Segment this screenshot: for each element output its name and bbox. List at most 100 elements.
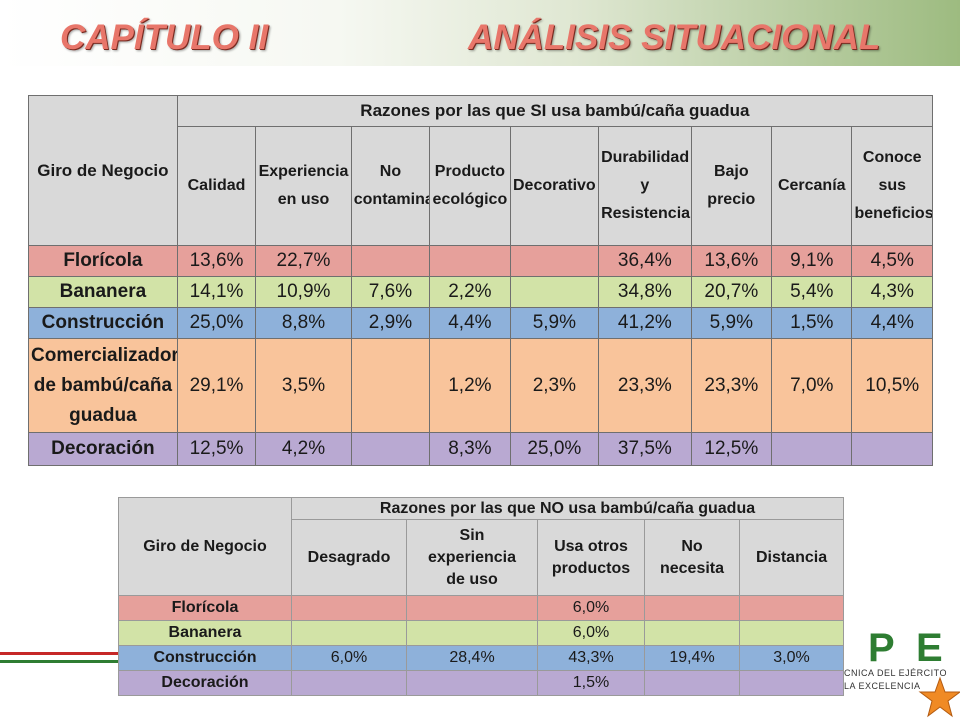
- table-cell: 25,0%: [509, 432, 600, 466]
- row-label: Decoración: [28, 432, 178, 466]
- table-row: Construcción 25,0% 8,8% 2,9% 4,4% 5,9% 41,2% 5,…: [28, 307, 933, 339]
- table-cell: 8,3%: [429, 432, 511, 466]
- table-row: Construcción 6,0% 28,4% 43,3% 19,4% 3,0%: [118, 645, 845, 671]
- logo-letter-e: E: [916, 626, 943, 670]
- table-cell: [350, 432, 431, 466]
- table-cell: 3,5%: [255, 338, 352, 433]
- stripe-white: [0, 656, 118, 659]
- logo-letter-p: P: [868, 626, 895, 670]
- table-cell: [644, 595, 740, 621]
- table-cell: [291, 670, 407, 696]
- column-header: No contamina: [350, 126, 431, 246]
- table-cell: 5,9%: [509, 307, 600, 339]
- chapter-title: CAPÍTULO II: [60, 18, 269, 57]
- logo-line1: CNICA DEL EJÉRCITO: [844, 668, 948, 678]
- column-header: No necesita: [644, 519, 740, 596]
- table-cell: 28,4%: [406, 645, 538, 671]
- table-cell: 1,5%: [537, 670, 645, 696]
- column-header: Experiencia en uso: [255, 126, 352, 246]
- table-cell: 23,3%: [598, 338, 692, 433]
- table-cell: [509, 245, 600, 277]
- table-row: Bananera 14,1% 10,9% 7,6% 2,2% 34,8% 20,7% 5,4%…: [28, 276, 933, 308]
- table-cell: [851, 432, 933, 466]
- column-header: Distancia: [738, 519, 845, 596]
- section-title: ANÁLISIS SITUACIONAL: [468, 18, 881, 57]
- table-cell: 25,0%: [176, 307, 257, 339]
- table-cell: 20,7%: [690, 276, 773, 308]
- table-row: Bananera 6,0%: [118, 620, 845, 646]
- table-cell: 1,5%: [771, 307, 853, 339]
- table-cell: 41,2%: [598, 307, 692, 339]
- table-cell: 4,4%: [851, 307, 933, 339]
- column-header: Durabilidad y Resistencia: [598, 126, 692, 246]
- row-label: Florícola: [28, 245, 178, 277]
- table-cell: 10,9%: [255, 276, 352, 308]
- table-cell: 7,6%: [350, 276, 431, 308]
- table-cell: 2,9%: [350, 307, 431, 339]
- title-bar: [0, 0, 960, 66]
- table-cell: 6,0%: [291, 645, 407, 671]
- table-cell: [350, 245, 431, 277]
- table-cell: 4,3%: [851, 276, 933, 308]
- table-cell: [406, 595, 538, 621]
- table-row: Florícola 13,6% 22,7% 36,4% 13,6% 9,1% 4,5%: [28, 245, 933, 277]
- table-cell: [429, 245, 511, 277]
- column-header: Producto ecológico: [429, 126, 511, 246]
- table-cell: 5,9%: [690, 307, 773, 339]
- table-cell: [291, 595, 407, 621]
- table-row: Decoración 1,5%: [118, 670, 845, 696]
- column-header: Usa otros productos: [537, 519, 645, 596]
- table-cell: 2,3%: [509, 338, 600, 433]
- table-cell: [771, 432, 853, 466]
- column-header: Bajo precio: [690, 126, 773, 246]
- column-header: Conoce sus beneficios: [851, 126, 933, 246]
- table-row: Comercializadora de bambú/caña guadua 29,1%…: [28, 338, 933, 433]
- table-cell: 9,1%: [771, 245, 853, 277]
- row-label: Bananera: [28, 276, 178, 308]
- row-label: Bananera: [118, 620, 292, 646]
- table-cell: 22,7%: [255, 245, 352, 277]
- column-header: Calidad: [176, 126, 257, 246]
- table-cell: 23,3%: [690, 338, 773, 433]
- table-cell: 19,4%: [644, 645, 740, 671]
- table-cell: 5,4%: [771, 276, 853, 308]
- table-cell: 7,0%: [771, 338, 853, 433]
- row-label: Comercializadora de bambú/caña guadua: [28, 338, 178, 433]
- table-reasons-no: Giro de Negocio Razones por las que NO u…: [118, 497, 845, 696]
- row-label: Construcción: [28, 307, 178, 339]
- table-cell: 34,8%: [598, 276, 692, 308]
- table-cell: [406, 670, 538, 696]
- stripe-red: [0, 652, 118, 655]
- table-cell: 12,5%: [176, 432, 257, 466]
- table-cell: [644, 670, 740, 696]
- table-cell: [738, 670, 845, 696]
- table-cell: 12,5%: [690, 432, 773, 466]
- group-header: Razones por las que SI usa bambú/caña gu…: [176, 95, 934, 127]
- table-cell: [738, 595, 845, 621]
- corner-header: Giro de Negocio: [118, 497, 292, 596]
- table-cell: [509, 276, 600, 308]
- table-cell: 6,0%: [537, 595, 645, 621]
- table-row: Florícola 6,0%: [118, 595, 845, 621]
- table-cell: 36,4%: [598, 245, 692, 277]
- column-header: Cercanía: [771, 126, 853, 246]
- table-cell: 4,4%: [429, 307, 511, 339]
- table-cell: [644, 620, 740, 646]
- corner-header: Giro de Negocio: [28, 95, 178, 246]
- table-cell: 8,8%: [255, 307, 352, 339]
- column-header: Sin experiencia de uso: [406, 519, 538, 596]
- table-cell: 10,5%: [851, 338, 933, 433]
- table-cell: 13,6%: [176, 245, 257, 277]
- table-cell: 1,2%: [429, 338, 511, 433]
- table-cell: [738, 620, 845, 646]
- table-cell: 3,0%: [738, 645, 845, 671]
- row-label: Florícola: [118, 595, 292, 621]
- stripe-green: [0, 660, 118, 663]
- table-cell: 4,5%: [851, 245, 933, 277]
- row-label: Decoración: [118, 670, 292, 696]
- group-header: Razones por las que NO usa bambú/caña gu…: [290, 497, 845, 520]
- table-cell: 37,5%: [598, 432, 692, 466]
- table-cell: 4,2%: [255, 432, 352, 466]
- table-cell: [291, 620, 407, 646]
- table-cell: [350, 338, 431, 433]
